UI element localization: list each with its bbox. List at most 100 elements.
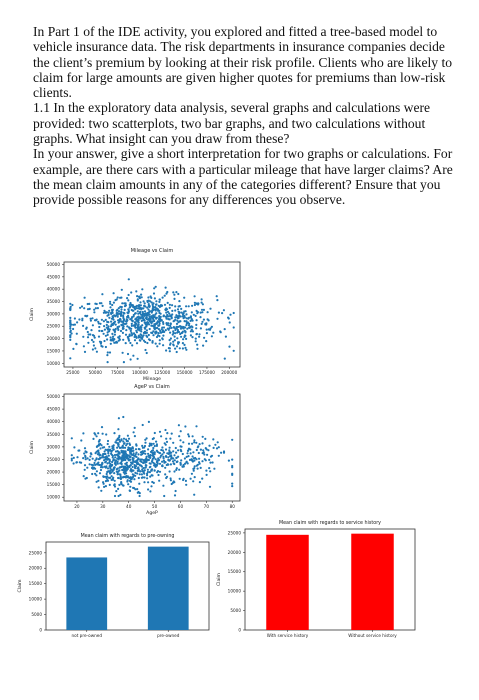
data-point: [144, 331, 147, 334]
data-point: [93, 461, 96, 465]
data-point: [138, 492, 141, 495]
data-point: [149, 450, 153, 453]
data-point: [155, 330, 158, 333]
data-point: [108, 470, 111, 473]
data-point: [142, 339, 145, 342]
data-point: [124, 446, 127, 449]
data-point: [223, 328, 226, 331]
data-point: [94, 467, 97, 470]
data-point: [95, 470, 98, 473]
data-point: [117, 494, 120, 498]
data-point: [211, 461, 214, 464]
data-point: [202, 344, 205, 347]
data-point: [149, 490, 152, 493]
data-point: [116, 315, 119, 318]
data-point: [130, 317, 133, 320]
data-point: [131, 473, 134, 476]
data-point: [158, 462, 162, 465]
data-point: [216, 441, 219, 444]
data-point: [165, 322, 168, 325]
data-point: [177, 330, 181, 334]
data-point: [122, 484, 125, 487]
data-point: [209, 461, 212, 464]
data-point: [145, 351, 148, 355]
data-point: [178, 311, 181, 314]
data-point: [135, 451, 138, 454]
data-point: [97, 449, 100, 452]
data-point: [117, 476, 120, 480]
data-point: [127, 338, 130, 341]
data-point: [106, 361, 109, 364]
data-point: [189, 452, 192, 455]
data-point: [144, 348, 147, 352]
data-point: [128, 333, 131, 336]
data-point: [194, 337, 197, 340]
data-point: [109, 466, 112, 470]
data-point: [191, 455, 194, 458]
data-point: [114, 456, 117, 459]
data-point: [108, 309, 111, 312]
data-point: [196, 347, 199, 350]
data-point: [95, 457, 98, 461]
data-point: [197, 451, 200, 455]
data-point: [125, 461, 128, 464]
y-tick-label: 25000: [47, 324, 61, 329]
data-point: [117, 428, 120, 431]
data-point: [209, 455, 213, 458]
data-point: [120, 482, 123, 486]
data-point: [138, 473, 141, 476]
data-point: [195, 441, 198, 444]
data-point: [174, 305, 177, 308]
data-point: [98, 463, 101, 467]
data-point: [153, 444, 156, 448]
chart-mileage-vs-claim: Mileage vs Claim 25000 50000 75000 100000 125…: [29, 248, 241, 382]
data-point: [134, 488, 137, 491]
data-point: [81, 319, 84, 322]
data-point: [120, 288, 123, 291]
data-point: [193, 476, 196, 479]
data-point: [144, 326, 147, 330]
data-point: [153, 287, 156, 290]
data-point: [172, 441, 175, 444]
data-point: [216, 299, 219, 302]
data-point: [231, 482, 234, 485]
data-point: [127, 293, 130, 297]
data-point: [116, 457, 119, 460]
data-point: [140, 328, 143, 331]
data-point: [143, 304, 146, 307]
data-point: [111, 456, 114, 459]
data-point: [105, 472, 108, 476]
y-tick-label: 30000: [47, 311, 61, 316]
data-point: [105, 311, 108, 314]
question-intro: In Part 1 of the IDE activity, you explo…: [33, 24, 453, 101]
data-point: [185, 317, 188, 320]
plot-frame: [63, 393, 241, 502]
data-point: [201, 460, 204, 463]
data-point: [118, 483, 121, 486]
chart-title: Mean claim with regards to service histo…: [279, 520, 381, 526]
data-point: [191, 304, 194, 307]
data-point: [171, 333, 174, 336]
data-point: [105, 479, 108, 482]
data-point: [166, 310, 170, 313]
data-point: [92, 437, 95, 440]
data-point: [112, 328, 115, 331]
data-point: [132, 313, 135, 317]
data-point: [187, 316, 190, 319]
data-point: [193, 459, 196, 462]
x-tick-label: With service history: [267, 633, 309, 638]
data-point: [108, 483, 111, 486]
data-point: [214, 443, 217, 446]
data-point: [139, 301, 142, 304]
data-point: [157, 318, 161, 321]
data-point: [166, 301, 169, 304]
data-point: [192, 480, 195, 483]
data-point: [146, 474, 149, 477]
data-point: [175, 468, 178, 471]
data-point: [72, 462, 75, 465]
data-point: [112, 459, 115, 462]
data-point: [196, 463, 199, 466]
data-point: [117, 321, 120, 324]
data-point: [200, 301, 203, 304]
data-point: [182, 477, 185, 480]
